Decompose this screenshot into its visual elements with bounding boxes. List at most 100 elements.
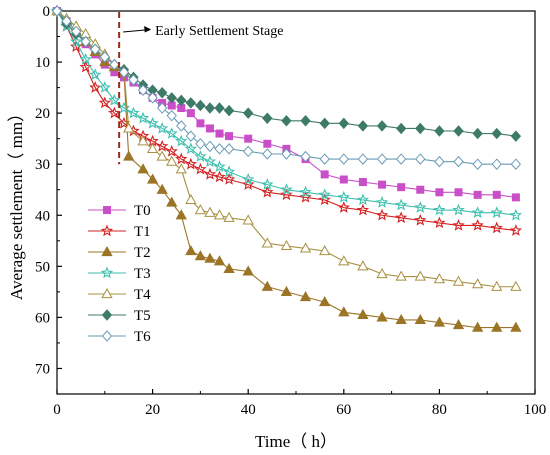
legend-swatch-marker: [100, 266, 114, 279]
legend-label: T5: [134, 308, 151, 324]
series-line-t3: [56, 10, 516, 216]
data-point-t6: [118, 66, 130, 79]
data-point-t1: [299, 190, 312, 203]
data-point-t3: [69, 35, 83, 47]
y-tick-label: 70: [35, 361, 50, 377]
data-point-t1: [165, 144, 178, 157]
x-tick-label: 80: [432, 402, 447, 418]
data-point-t3: [509, 208, 523, 221]
data-point-t6: [147, 92, 158, 104]
data-point-t3: [222, 165, 236, 178]
data-point-t5: [262, 112, 273, 124]
data-point-t3: [127, 106, 140, 119]
data-point-t2: [223, 262, 235, 273]
data-point-t0: [263, 139, 272, 148]
legend: T0 T1 T2 T3 T4 T5 T6: [88, 203, 151, 345]
data-point-t2: [194, 250, 207, 261]
series-line-t6: [56, 10, 516, 165]
data-point-t6: [223, 143, 235, 155]
data-point-t0: [196, 119, 205, 128]
data-point-t0: [244, 134, 253, 143]
data-point-t1: [98, 96, 111, 109]
data-point-t1: [414, 213, 427, 226]
data-point-t2: [452, 319, 465, 330]
data-point-t3: [165, 127, 178, 139]
data-point-t6: [70, 25, 82, 38]
data-point-t1: [356, 203, 370, 216]
data-point-t5: [510, 130, 522, 142]
data-point-t1: [375, 208, 389, 221]
data-point-t5: [214, 102, 225, 114]
data-point-t3: [375, 196, 389, 208]
data-point-t6: [376, 153, 388, 165]
data-point-t3: [203, 155, 217, 167]
data-point-t6: [319, 153, 330, 165]
data-point-t3: [394, 198, 408, 211]
data-point-t3: [89, 68, 102, 81]
data-point-t6: [434, 155, 445, 168]
data-point-t1: [203, 167, 217, 180]
data-point-t5: [395, 122, 407, 135]
data-point-t4: [137, 135, 149, 146]
annotation-arrow: [123, 29, 146, 33]
data-point-t3: [433, 203, 446, 216]
data-point-t1: [213, 170, 226, 183]
data-point-t6: [80, 35, 91, 48]
data-point-t4: [123, 122, 135, 133]
y-tick-label: 10: [35, 55, 50, 71]
data-point-t6: [491, 158, 502, 170]
data-point-t5: [243, 107, 254, 119]
data-point-t5: [376, 120, 388, 132]
data-point-t4: [338, 255, 350, 266]
data-point-t6: [472, 158, 483, 170]
legend-item-t4: T4: [88, 287, 151, 303]
data-point-t4: [433, 273, 446, 284]
data-point-t5: [338, 117, 349, 130]
data-point-t4: [510, 280, 522, 291]
legend-swatch-marker: [101, 245, 113, 257]
data-point-t3: [242, 173, 255, 185]
data-point-t2: [175, 209, 187, 220]
data-point-t2: [137, 163, 149, 174]
data-point-t3: [356, 193, 370, 206]
data-point-t0: [358, 178, 367, 187]
data-point-t5: [453, 125, 464, 137]
data-point-t1: [452, 219, 465, 231]
data-point-t0: [454, 188, 463, 197]
data-point-t0: [511, 193, 520, 202]
data-point-t3: [117, 101, 131, 114]
data-point-t3: [79, 53, 92, 65]
data-point-t4: [146, 142, 159, 153]
legend-label: T2: [134, 245, 151, 261]
data-point-t5: [415, 122, 426, 135]
plot-border: [56, 10, 536, 395]
data-point-t1: [175, 152, 188, 165]
legend-label: T3: [134, 266, 151, 282]
data-point-t2: [414, 313, 426, 325]
x-tick-label: 60: [336, 402, 351, 418]
data-point-t6: [185, 130, 197, 142]
y-tick-label: 0: [43, 4, 51, 20]
data-point-t6: [195, 138, 206, 150]
legend-item-t3: T3: [88, 266, 151, 282]
data-point-t6: [395, 153, 407, 165]
data-point-t0: [378, 180, 387, 189]
data-point-t3: [184, 142, 198, 155]
legend-item-t1: T1: [88, 224, 151, 240]
data-point-t6: [415, 153, 426, 165]
data-point-t2: [185, 244, 197, 256]
data-point-t2: [166, 196, 178, 207]
x-tick-label: 0: [53, 402, 61, 418]
data-point-t6: [156, 102, 168, 114]
data-point-t0: [473, 190, 482, 199]
data-point-t5: [156, 86, 168, 99]
data-point-t5: [166, 92, 177, 104]
data-point-t3: [414, 201, 427, 213]
legend-swatch-marker: [103, 206, 111, 214]
y-tick-label: 40: [35, 208, 50, 224]
data-point-t2: [510, 321, 522, 332]
data-point-t3: [213, 160, 226, 172]
data-point-t4: [299, 242, 312, 253]
y-axis-ticks: 0 10 20 30 40 50 60 70: [35, 4, 62, 377]
